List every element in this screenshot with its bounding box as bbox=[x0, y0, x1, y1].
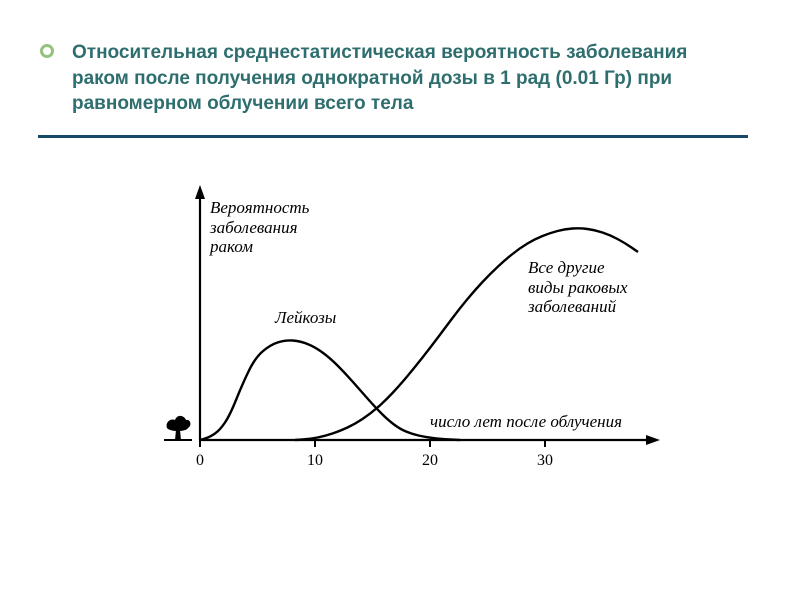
chart-label-leukemia: Лейкозы bbox=[275, 308, 336, 328]
slide-title: Относительная среднестатистическая вероя… bbox=[72, 40, 732, 117]
probability-chart: 0 10 20 30 Вероятностьзаболеванияраком Лейко… bbox=[130, 180, 690, 480]
svg-text:0: 0 bbox=[196, 452, 204, 469]
chart-label-yaxis: Вероятностьзаболеванияраком bbox=[210, 198, 309, 257]
title-divider bbox=[38, 135, 748, 138]
svg-text:10: 10 bbox=[307, 452, 323, 469]
svg-text:20: 20 bbox=[422, 452, 438, 469]
chart-label-other-cancers: Все другиевиды раковыхзаболеваний bbox=[528, 258, 628, 317]
slide-bullet bbox=[40, 44, 54, 58]
chart-label-xaxis: число лет после облучения bbox=[430, 412, 622, 432]
svg-text:30: 30 bbox=[537, 452, 553, 469]
